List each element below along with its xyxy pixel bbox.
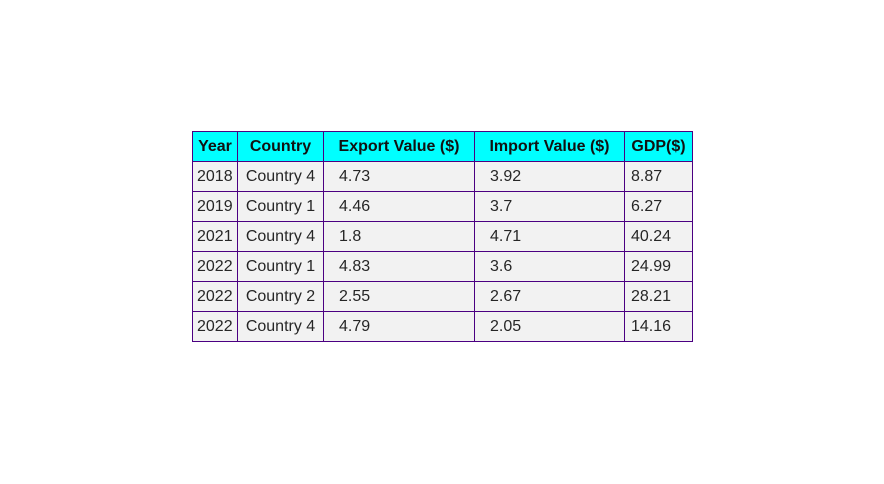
table-row: 2019 Country 1 4.46 3.7 6.27: [192, 191, 693, 222]
cell-export-value: 2.55: [323, 281, 475, 312]
column-header-gdp: GDP($): [624, 131, 693, 162]
table-row: 2022 Country 1 4.83 3.6 24.99: [192, 251, 693, 282]
cell-export-value: 4.73: [323, 161, 475, 192]
cell-gdp: 6.27: [624, 191, 693, 222]
cell-country: Country 1: [237, 191, 324, 222]
cell-export-value: 4.46: [323, 191, 475, 222]
cell-country: Country 4: [237, 311, 324, 342]
cell-gdp: 28.21: [624, 281, 693, 312]
cell-gdp: 8.87: [624, 161, 693, 192]
column-header-import-value: Import Value ($): [474, 131, 625, 162]
table-header-row: Year Country Export Value ($) Import Val…: [192, 131, 693, 162]
data-table-container: Year Country Export Value ($) Import Val…: [192, 131, 693, 342]
cell-export-value: 1.8: [323, 221, 475, 252]
cell-country: Country 4: [237, 161, 324, 192]
cell-year: 2018: [192, 161, 238, 192]
cell-country: Country 1: [237, 251, 324, 282]
cell-year: 2022: [192, 251, 238, 282]
data-table: Year Country Export Value ($) Import Val…: [192, 131, 693, 342]
cell-gdp: 14.16: [624, 311, 693, 342]
table-row: 2021 Country 4 1.8 4.71 40.24: [192, 221, 693, 252]
cell-import-value: 4.71: [474, 221, 625, 252]
cell-country: Country 4: [237, 221, 324, 252]
cell-gdp: 40.24: [624, 221, 693, 252]
cell-import-value: 3.7: [474, 191, 625, 222]
cell-year: 2021: [192, 221, 238, 252]
column-header-year: Year: [192, 131, 238, 162]
cell-import-value: 3.6: [474, 251, 625, 282]
column-header-export-value: Export Value ($): [323, 131, 475, 162]
column-header-country: Country: [237, 131, 324, 162]
table-row: 2022 Country 2 2.55 2.67 28.21: [192, 281, 693, 312]
cell-country: Country 2: [237, 281, 324, 312]
cell-import-value: 2.05: [474, 311, 625, 342]
cell-year: 2019: [192, 191, 238, 222]
cell-import-value: 3.92: [474, 161, 625, 192]
table-row: 2018 Country 4 4.73 3.92 8.87: [192, 161, 693, 192]
table-row: 2022 Country 4 4.79 2.05 14.16: [192, 311, 693, 342]
cell-export-value: 4.79: [323, 311, 475, 342]
cell-year: 2022: [192, 281, 238, 312]
cell-gdp: 24.99: [624, 251, 693, 282]
cell-import-value: 2.67: [474, 281, 625, 312]
cell-year: 2022: [192, 311, 238, 342]
cell-export-value: 4.83: [323, 251, 475, 282]
